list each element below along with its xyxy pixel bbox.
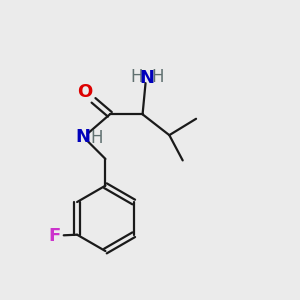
Text: O: O — [78, 83, 93, 101]
Text: N: N — [76, 128, 91, 146]
Text: N: N — [140, 69, 154, 87]
Text: H: H — [130, 68, 143, 85]
Text: H: H — [151, 68, 164, 85]
Text: F: F — [49, 227, 61, 245]
Text: H: H — [90, 129, 103, 147]
